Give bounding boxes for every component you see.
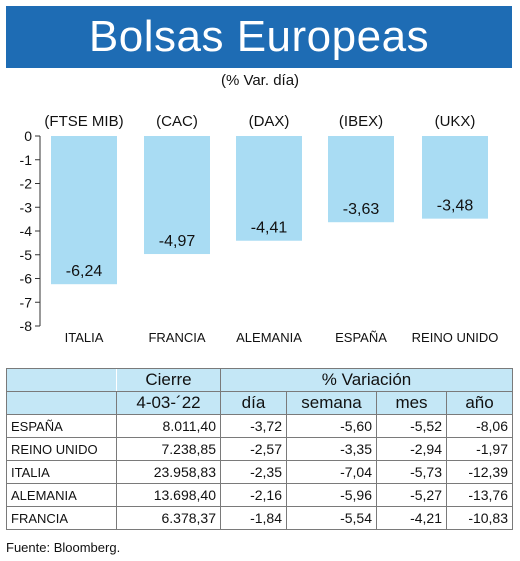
month-change: -5,52: [376, 414, 447, 438]
market-table-container: Cierre % Variación 4-03-´22 día semana m…: [6, 368, 514, 530]
data-label: -4,97: [159, 233, 196, 250]
table-row: ALEMANIA 13.698,40 -2,16 -5,96 -5,27 -13,76: [6, 483, 514, 507]
chart-bar: [328, 136, 394, 223]
close-value: 23.958,83: [116, 460, 221, 484]
source-note: Fuente: Bloomberg.: [6, 540, 121, 555]
data-label: -3,48: [437, 198, 474, 215]
index-label: (CAC): [156, 113, 198, 130]
table-row: ESPAÑA 8.011,40 -3,72 -5,60 -5,52 -8,06: [6, 414, 514, 438]
month-change: -5,27: [376, 483, 447, 507]
market-name: ITALIA: [6, 460, 117, 484]
header-dia: día: [220, 391, 287, 415]
category-label: ESPAÑA: [335, 330, 387, 345]
index-label: (UKX): [435, 113, 476, 130]
year-change: -8,06: [445, 414, 514, 438]
data-label: -4,41: [251, 220, 288, 237]
week-change: -7,04: [286, 460, 377, 484]
y-tick-label: -2: [20, 176, 33, 192]
chart-bar: [236, 136, 302, 241]
year-change: -12,39: [445, 460, 514, 484]
week-change: -5,96: [286, 483, 377, 507]
table-group-header-row: Cierre % Variación: [6, 368, 514, 392]
chart-bar: [144, 136, 210, 255]
market-name: ESPAÑA: [6, 414, 117, 438]
y-tick-label: -5: [20, 247, 33, 263]
y-tick-label: -8: [20, 318, 33, 334]
page-title: Bolsas Europeas: [88, 12, 430, 61]
index-label: (DAX): [249, 113, 290, 130]
category-label: FRANCIA: [148, 330, 205, 345]
header-ano: año: [445, 391, 514, 415]
market-name: REINO UNIDO: [6, 437, 117, 461]
header-mes: mes: [376, 391, 447, 415]
index-label: (IBEX): [339, 113, 383, 130]
header-variacion: % Variación: [219, 368, 514, 392]
bar-chart: 0 -1 -2 -3 -4 -5 -6 -7 -8 (FTSE MIB) (CAC) (DAX) (IB…: [20, 113, 499, 345]
data-label: -6,24: [66, 263, 103, 280]
market-name: ALEMANIA: [6, 483, 117, 507]
header-date: 4-03-´22: [116, 391, 221, 415]
close-value: 7.238,85: [116, 437, 221, 461]
category-label: ALEMANIA: [236, 330, 302, 345]
day-change: -2,35: [220, 460, 287, 484]
day-change: -1,84: [220, 506, 287, 530]
close-value: 6.378,37: [116, 506, 221, 530]
table-header-blank: [6, 368, 117, 392]
year-change: -1,97: [445, 437, 514, 461]
month-change: -5,73: [376, 460, 447, 484]
header-cierre: Cierre: [116, 368, 221, 392]
close-value: 8.011,40: [116, 414, 221, 438]
week-change: -3,35: [286, 437, 377, 461]
year-change: -10,83: [445, 506, 514, 530]
week-change: -5,54: [286, 506, 377, 530]
month-change: -2,94: [376, 437, 447, 461]
table-column-header-row: 4-03-´22 día semana mes año: [6, 391, 514, 415]
index-label: (FTSE MIB): [44, 113, 123, 130]
chart-bar: [51, 136, 117, 285]
y-tick-label: -3: [20, 199, 33, 215]
day-change: -3,72: [220, 414, 287, 438]
data-label: -3,63: [343, 201, 380, 218]
table-body: ESPAÑA 8.011,40 -3,72 -5,60 -5,52 -8,06 REINO …: [6, 414, 514, 530]
table-row: FRANCIA 6.378,37 -1,84 -5,54 -4,21 -10,83: [6, 506, 514, 530]
category-label: ITALIA: [65, 330, 104, 345]
y-tick-label: -1: [20, 152, 33, 168]
month-change: -4,21: [376, 506, 447, 530]
title-bar: Bolsas Europeas: [6, 6, 512, 68]
year-change: -13,76: [445, 483, 514, 507]
chart-subtitle: (% Var. día): [220, 72, 300, 89]
y-tick-label: -6: [20, 271, 33, 287]
market-name: FRANCIA: [6, 506, 117, 530]
close-value: 13.698,40: [116, 483, 221, 507]
chart-bar: [422, 136, 488, 219]
table-header-blank-2: [6, 391, 117, 415]
week-change: -5,60: [286, 414, 377, 438]
y-tick-label: -4: [20, 223, 33, 239]
market-table: Cierre % Variación 4-03-´22 día semana m…: [6, 368, 514, 530]
table-row: REINO UNIDO 7.238,85 -2,57 -3,35 -2,94 -1,97: [6, 437, 514, 461]
y-tick-label: 0: [24, 128, 32, 144]
header-semana: semana: [286, 391, 377, 415]
category-label: REINO UNIDO: [412, 330, 499, 345]
day-change: -2,57: [220, 437, 287, 461]
day-change: -2,16: [220, 483, 287, 507]
table-row: ITALIA 23.958,83 -2,35 -7,04 -5,73 -12,39: [6, 460, 514, 484]
y-tick-label: -7: [20, 294, 33, 310]
